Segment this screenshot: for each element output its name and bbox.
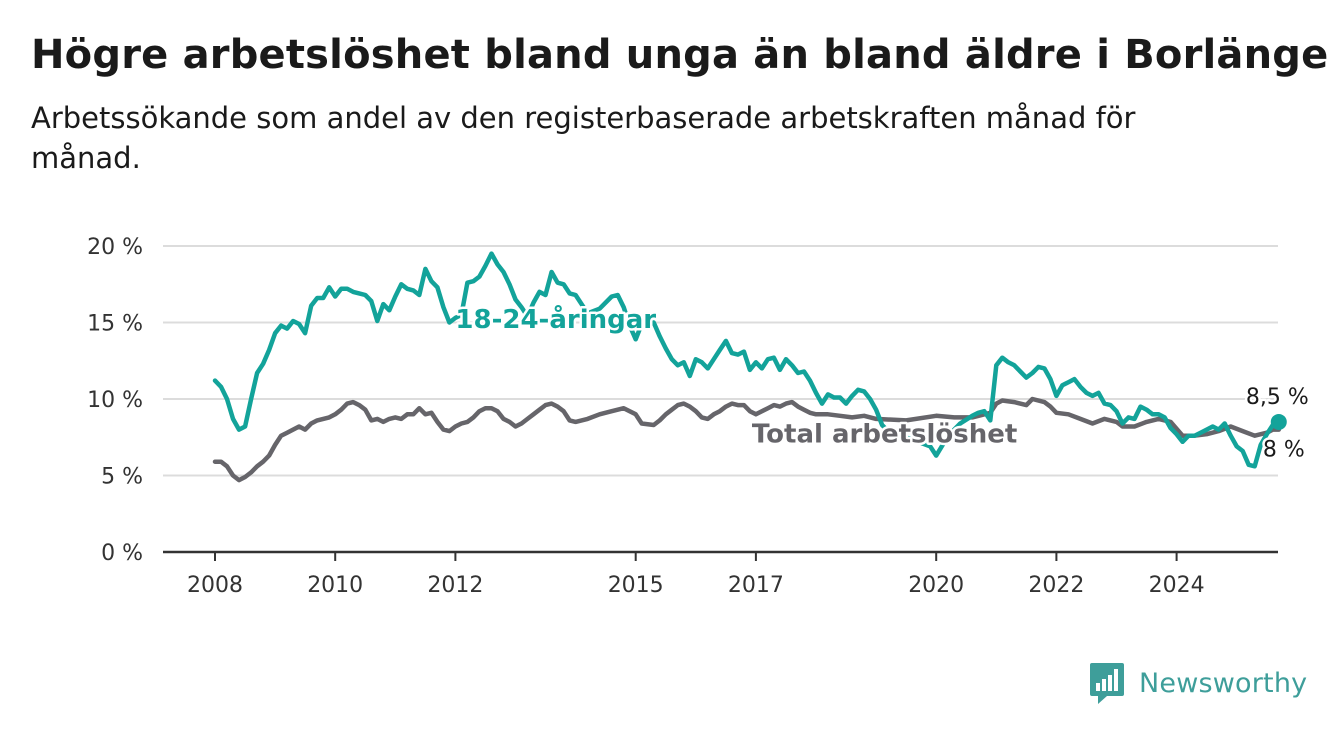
series-lines <box>212 251 1287 483</box>
y-tick-label: 10 % <box>87 388 143 413</box>
x-tick-label: 2012 <box>427 573 483 598</box>
newsworthy-brand[interactable]: Newsworthy <box>1089 661 1307 705</box>
y-tick-label: 20 % <box>87 235 143 260</box>
x-tick-label: 2020 <box>908 573 964 598</box>
x-tick-label: 2024 <box>1149 573 1205 598</box>
series-label-total: Total arbetslöshet <box>752 420 1017 450</box>
series-label-youth: 18-24-åringar <box>455 303 656 335</box>
chart-subtitle: Arbetssökande som andel av den registerb… <box>31 101 1136 175</box>
gridlines <box>163 245 1278 477</box>
x-axis: 2008 2010 2012 2015 2017 2020 2022 2024 <box>163 550 1278 598</box>
x-tick-label: 2008 <box>187 573 243 598</box>
chart-title: Högre arbetslöshet bland unga än bland ä… <box>31 32 1329 78</box>
y-tick-label: 5 % <box>101 465 143 490</box>
brand-name: Newsworthy <box>1139 667 1308 699</box>
bar-chart-speech-bubble-icon <box>1090 663 1124 704</box>
y-axis-ticks: 0 % 5 % 10 % 15 % 20 % <box>87 235 143 566</box>
end-value-total: 8 % <box>1263 438 1305 463</box>
series-end-marker <box>1270 413 1287 430</box>
y-tick-label: 15 % <box>87 312 143 337</box>
x-tick-label: 2010 <box>307 573 363 598</box>
x-tick-label: 2015 <box>608 573 664 598</box>
series-line-youth <box>212 251 1282 469</box>
series-labels: 18-24-åringar Total arbetslöshet 8,5 % 8 % <box>453 300 1311 465</box>
series-line-total <box>212 396 1282 483</box>
end-value-youth: 8,5 % <box>1246 385 1309 410</box>
y-tick-label: 0 % <box>101 541 143 566</box>
x-tick-label: 2022 <box>1028 573 1084 598</box>
line-chart: 0 %5 %10 %15 %20 % 2008 2010 2012 2015 2017 2… <box>87 235 1311 598</box>
x-tick-label: 2017 <box>728 573 784 598</box>
